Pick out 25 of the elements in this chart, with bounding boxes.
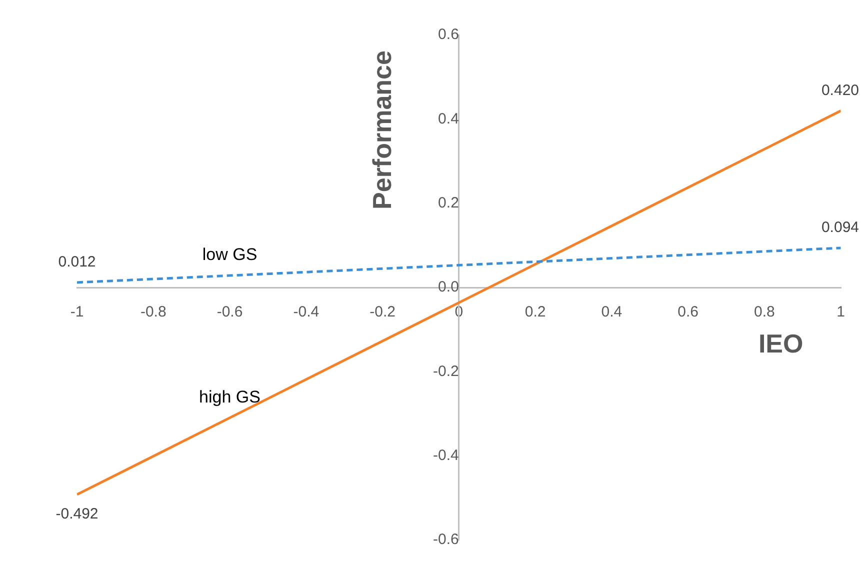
data-label: -0.492: [56, 506, 98, 523]
y-tick-label: -0.2: [433, 362, 459, 380]
data-label: 0.094: [821, 219, 860, 236]
series-label: high GS: [199, 387, 260, 406]
x-tick-label: 0.8: [754, 304, 775, 321]
x-tick-label: -0.8: [140, 304, 166, 321]
data-label: 0.012: [58, 254, 96, 271]
y-axis-title: Performance: [367, 50, 398, 210]
data-label: 0.420: [821, 82, 860, 99]
y-tick-label: -0.4: [433, 446, 459, 464]
y-tick-label: 0.2: [438, 194, 459, 212]
x-tick-label: 0.4: [601, 304, 622, 321]
x-tick-label: 1: [836, 304, 845, 321]
x-tick-label: 0.2: [524, 304, 546, 321]
series-label: low GS: [202, 245, 258, 264]
x-tick-label: -0.4: [293, 304, 320, 321]
y-tick-label: 0.0: [438, 278, 459, 296]
y-tick-label: -0.6: [433, 531, 459, 548]
y-tick-label: 0.4: [438, 110, 459, 128]
x-tick-label: -0.2: [370, 304, 396, 321]
x-tick-label: 0.6: [678, 304, 698, 321]
x-tick-label: -1: [70, 304, 84, 321]
x-tick-label: -0.6: [216, 304, 243, 321]
x-axis-title: IEO: [758, 328, 804, 359]
y-tick-label: 0.6: [438, 26, 459, 44]
